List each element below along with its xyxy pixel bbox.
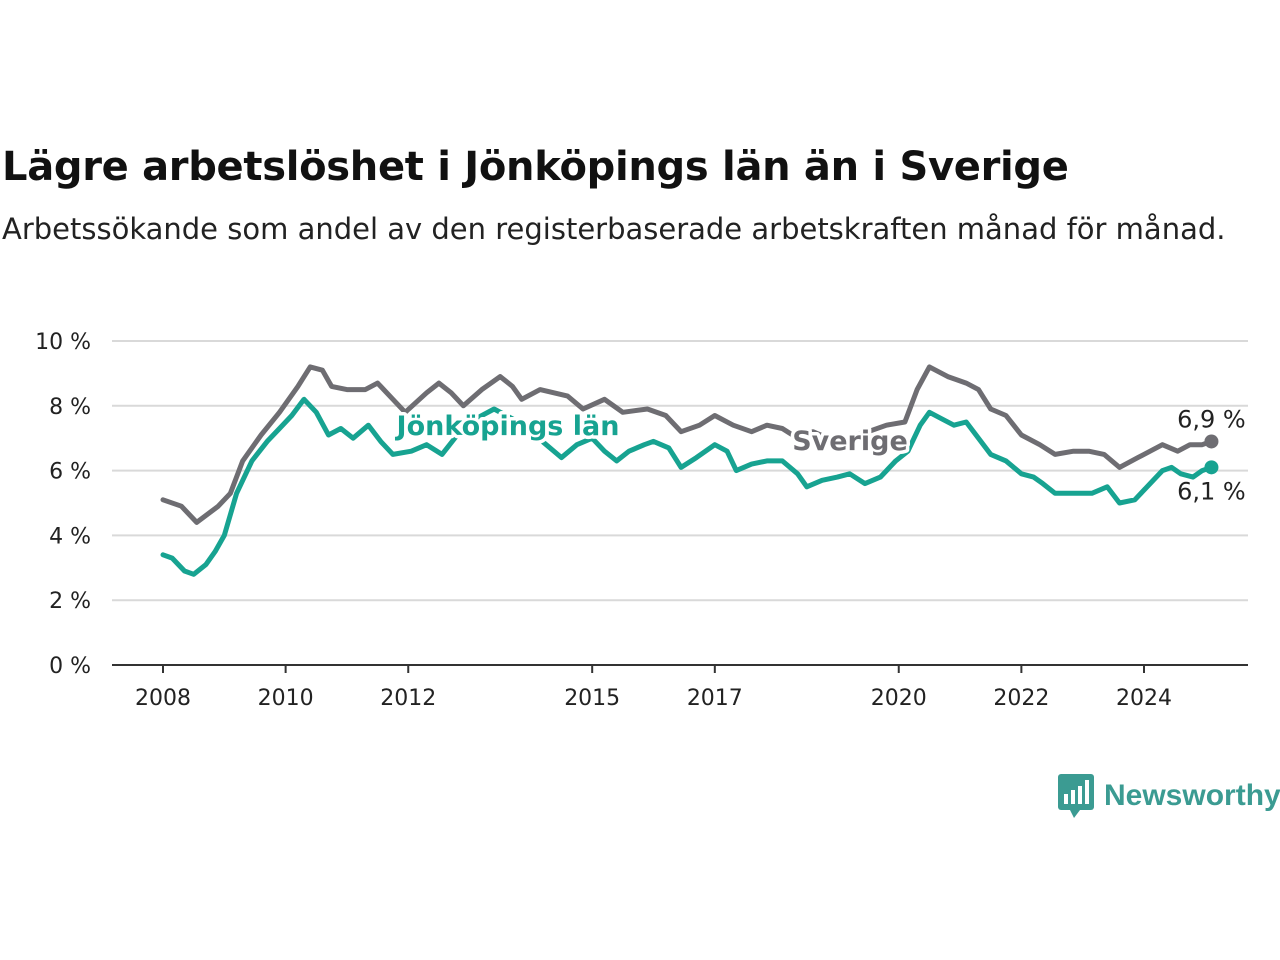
series-end-label: 6,1 % (1177, 477, 1246, 505)
y-tick-label: 2 % (49, 589, 91, 614)
series-label: Sverige (792, 426, 908, 457)
x-tick-label: 2024 (1116, 686, 1172, 711)
x-tick-label: 2020 (871, 686, 927, 711)
series-lines (160, 364, 1219, 577)
x-tick-label: 2010 (258, 686, 314, 711)
series-end-label: 6,9 % (1177, 405, 1246, 433)
y-tick-label: 8 % (49, 395, 91, 420)
series-label: Jönköpings län (395, 411, 620, 442)
series-labels: Sverige 6,9 % Jönköpings län 6,1 % (391, 403, 1248, 508)
chart-subtitle: Arbetssökande som andel av den registerb… (2, 212, 1226, 246)
y-tick-label: 6 % (49, 460, 91, 485)
brand-name: Newsworthy (1104, 779, 1280, 812)
x-axis: 2008 2010 2012 2015 2017 2020 2022 2024 (112, 664, 1248, 711)
x-tick-label: 2008 (135, 686, 191, 711)
grid-lines (112, 340, 1248, 602)
bar-chart-speech-bubble-icon (1058, 774, 1094, 818)
y-tick-label: 10 % (35, 330, 91, 355)
series-line-1 (160, 396, 1214, 577)
x-tick-label: 2017 (687, 686, 743, 711)
x-tick-label: 2015 (564, 686, 620, 711)
series-end-point (1204, 460, 1219, 475)
y-tick-label: 4 % (49, 524, 91, 549)
y-tick-label: 0 % (49, 654, 91, 679)
y-axis-tick-labels: 0 % 2 % 4 % 6 % 8 % 10 % (35, 330, 91, 679)
x-tick-label: 2012 (380, 686, 436, 711)
page-title: Lägre arbetslöshet i Jönköpings län än i… (2, 144, 1069, 190)
brand-logo: Newsworthy (1058, 774, 1280, 818)
x-tick-label: 2022 (993, 686, 1049, 711)
series-end-point (1204, 434, 1219, 449)
series-line-0 (160, 364, 1214, 525)
